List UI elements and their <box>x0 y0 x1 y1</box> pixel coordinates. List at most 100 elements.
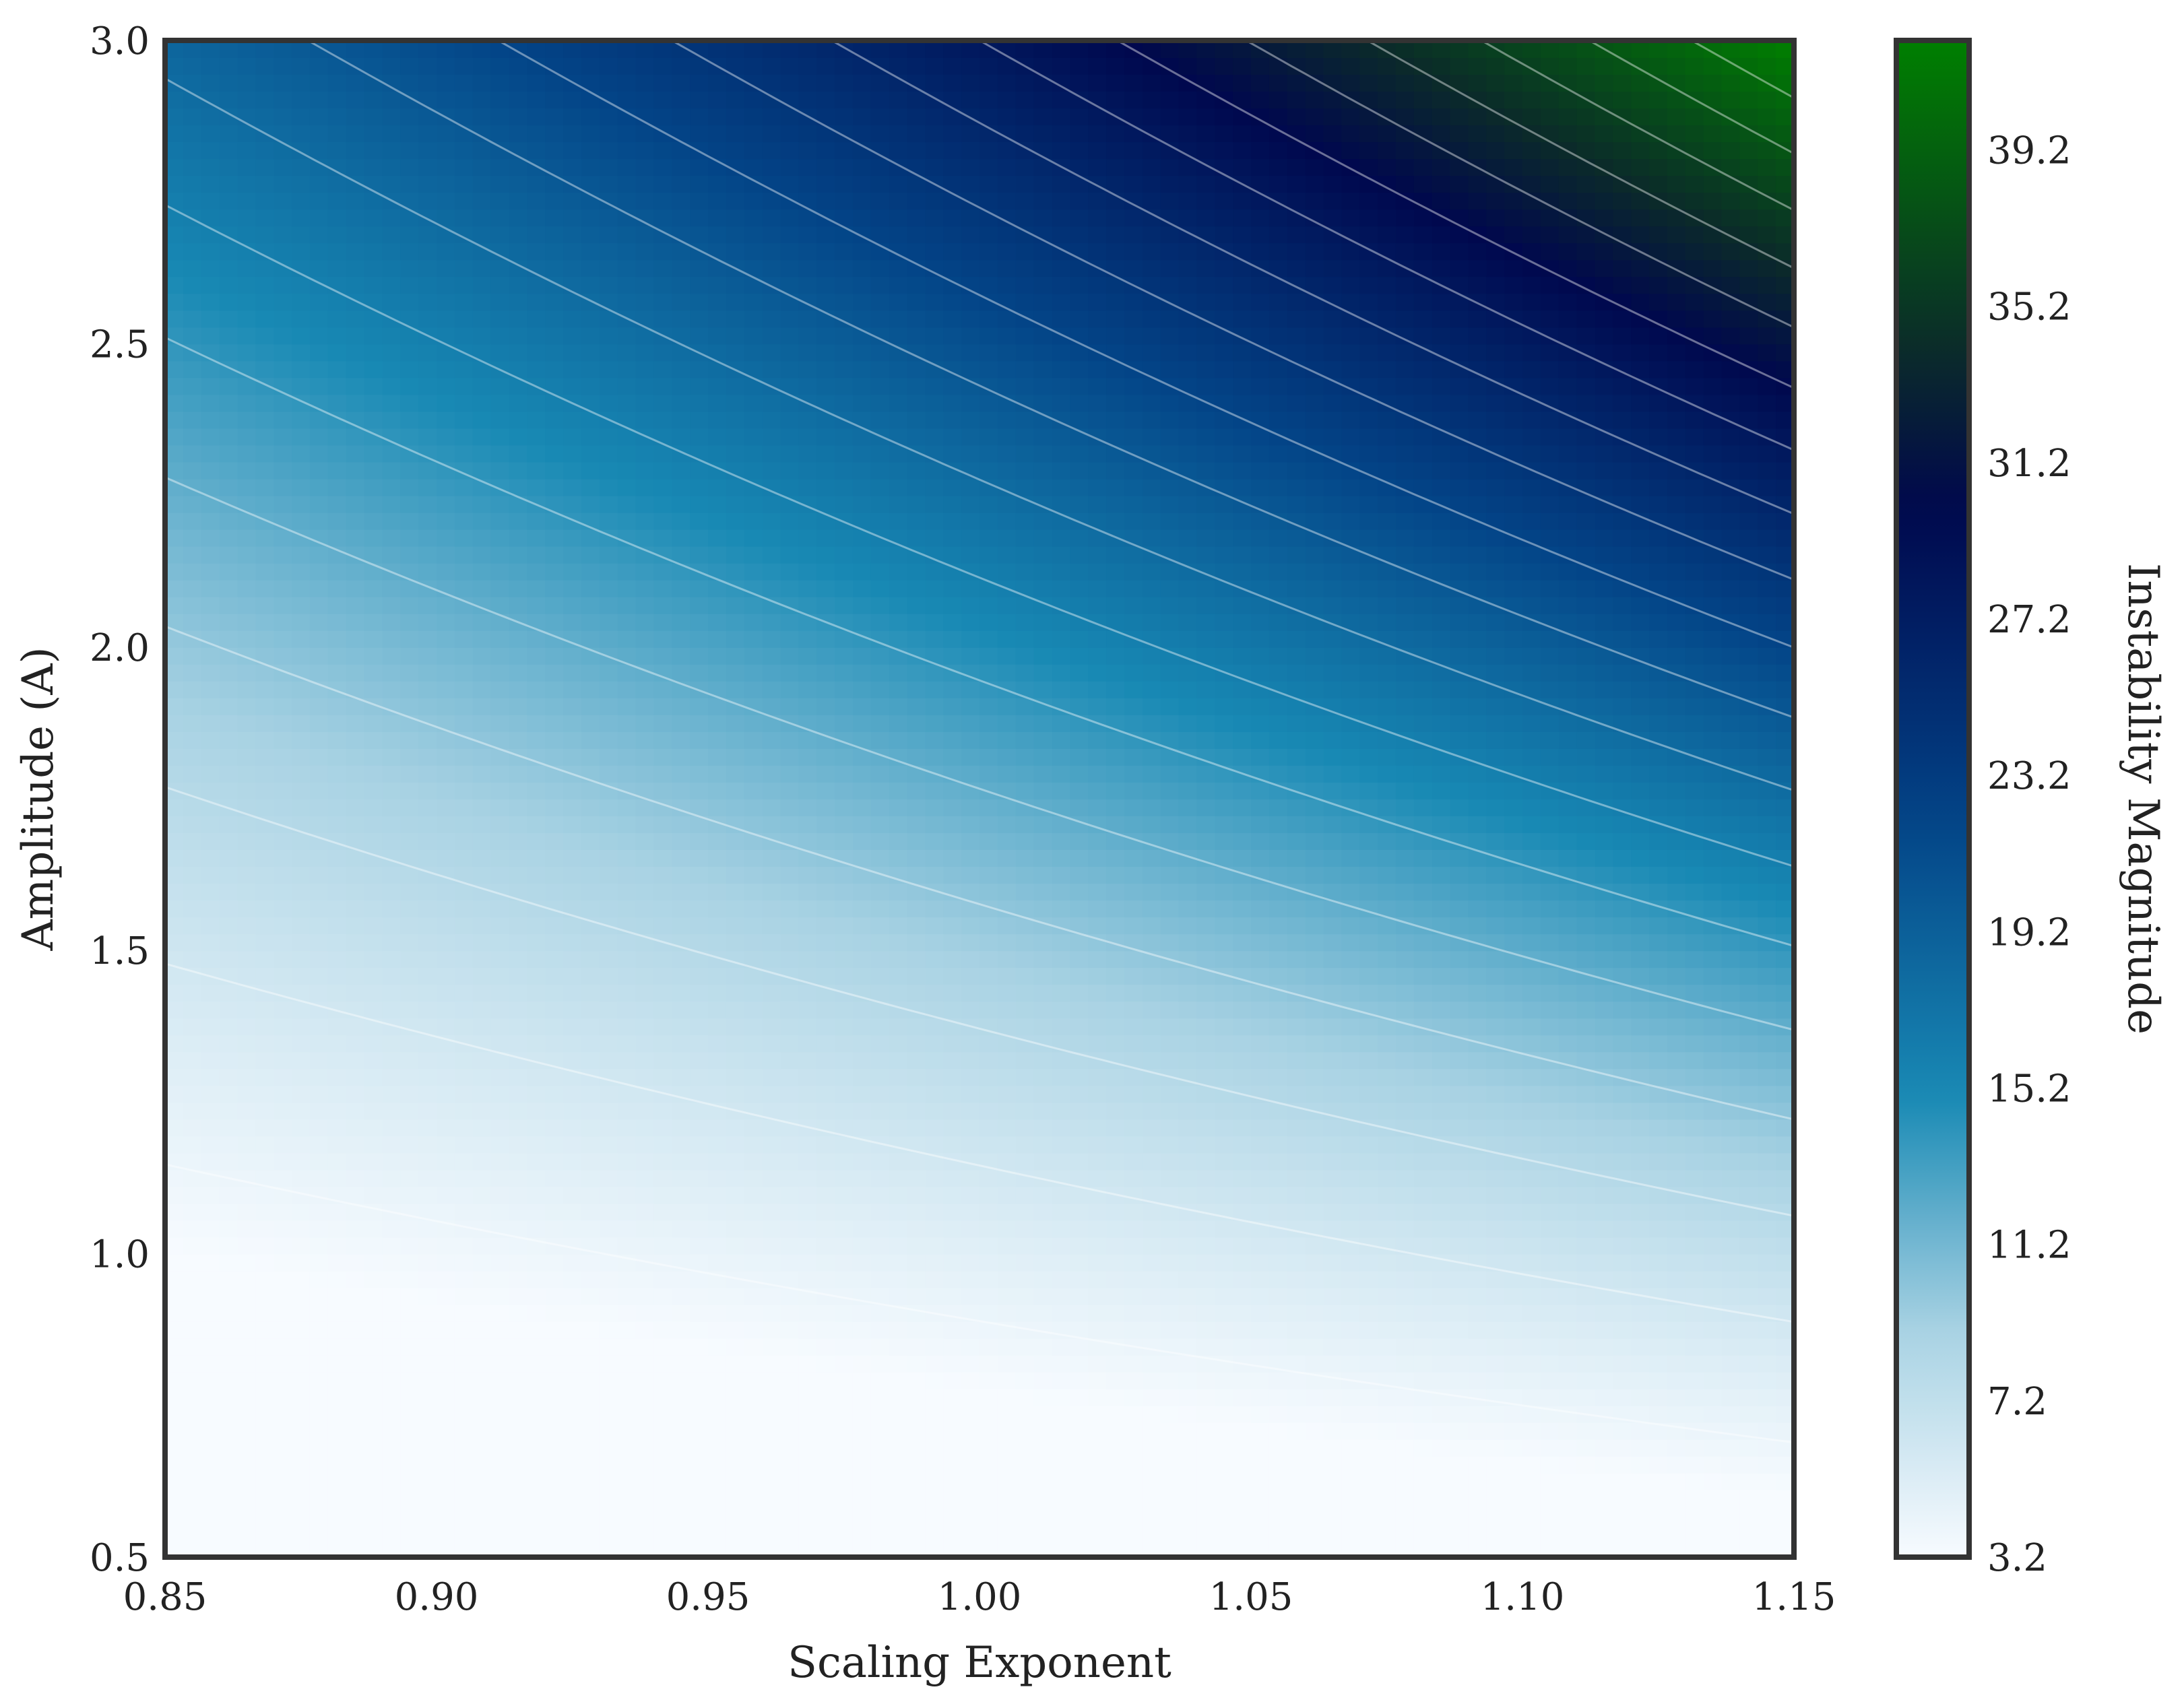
heatmap-cell <box>382 1186 402 1204</box>
heatmap-cell <box>835 108 854 126</box>
heatmap-cell <box>292 950 311 968</box>
heatmap-cell <box>762 108 781 126</box>
heatmap-cell <box>1015 1287 1035 1305</box>
heatmap-cell <box>201 697 220 715</box>
heatmap-cell <box>437 1489 455 1507</box>
heatmap-cell <box>672 394 691 412</box>
heatmap-cell <box>708 1405 727 1423</box>
heatmap-cell <box>979 562 998 581</box>
heatmap-cell <box>1088 883 1107 901</box>
heatmap-cell <box>490 1338 510 1356</box>
heatmap-cell <box>364 1439 383 1457</box>
heatmap-cell <box>708 883 727 901</box>
heatmap-cell <box>364 293 383 311</box>
heatmap-cell <box>581 1405 600 1423</box>
heatmap-cell <box>1106 883 1125 901</box>
heatmap-cell <box>237 1405 257 1423</box>
heatmap-cell <box>889 1354 908 1373</box>
heatmap-cell <box>762 883 781 901</box>
heatmap-cell <box>201 158 220 176</box>
heatmap-cell <box>617 1253 637 1272</box>
heatmap-cell <box>183 883 202 901</box>
heatmap-cell <box>346 1018 365 1036</box>
heatmap-cell <box>762 293 781 311</box>
heatmap-cell <box>292 1489 311 1507</box>
heatmap-cell <box>382 1136 402 1154</box>
heatmap-cell <box>563 663 582 682</box>
heatmap-cell <box>382 1354 402 1373</box>
heatmap-cell <box>581 141 600 160</box>
heatmap-cell <box>454 158 474 176</box>
heatmap-cell <box>1106 1455 1125 1474</box>
heatmap-cell <box>472 613 492 631</box>
heatmap-cell <box>437 360 455 379</box>
heatmap-cell <box>744 91 763 109</box>
heatmap-cell <box>762 158 781 176</box>
heatmap-cell <box>1124 141 1143 160</box>
heatmap-cell <box>581 731 600 749</box>
heatmap-cell <box>1160 984 1180 1002</box>
heatmap-cell <box>183 866 202 884</box>
heatmap-cell <box>617 242 637 261</box>
heatmap-cell <box>1052 175 1071 193</box>
heatmap-cell <box>454 917 474 935</box>
heatmap-cell <box>780 343 800 362</box>
heatmap-cell <box>961 1472 980 1490</box>
heatmap-cell <box>545 1203 565 1221</box>
heatmap-cell <box>563 276 582 294</box>
heatmap-cell <box>653 327 673 345</box>
heatmap-cell <box>1088 546 1107 564</box>
heatmap-cell <box>997 512 1017 530</box>
heatmap-cell <box>617 141 637 160</box>
heatmap-cell <box>274 967 293 985</box>
heatmap-cell <box>1015 647 1035 665</box>
heatmap-cell <box>744 1472 763 1490</box>
heatmap-cell <box>997 1034 1017 1053</box>
heatmap-cell <box>454 1085 474 1103</box>
heatmap-cell <box>889 276 908 294</box>
heatmap-cell <box>726 242 745 261</box>
heatmap-cell <box>925 1439 944 1457</box>
heatmap-cell <box>364 226 383 244</box>
heatmap-cell <box>744 461 763 480</box>
heatmap-cell <box>400 125 420 143</box>
heatmap-cell <box>1106 1321 1125 1339</box>
heatmap-cell <box>1106 984 1125 1002</box>
heatmap-cell <box>201 1523 220 1541</box>
heatmap-cell <box>437 394 455 412</box>
heatmap-cell <box>346 1068 365 1086</box>
heatmap-cell <box>183 327 202 345</box>
heatmap-cell <box>165 1523 184 1541</box>
heatmap-cell <box>509 1321 528 1339</box>
heatmap-cell <box>255 343 275 362</box>
heatmap-cell <box>744 1203 763 1221</box>
heatmap-cell <box>1124 1388 1143 1406</box>
heatmap-cell <box>744 562 763 581</box>
heatmap-cell <box>183 1220 202 1238</box>
heatmap-cell <box>835 495 854 513</box>
heatmap-cell <box>690 579 709 597</box>
heatmap-cell <box>852 546 872 564</box>
heatmap-cell <box>1015 1136 1035 1154</box>
heatmap-cell <box>744 57 763 75</box>
heatmap-cell <box>1015 461 1035 480</box>
heatmap-cell <box>780 529 800 547</box>
heatmap-cell <box>1052 799 1071 816</box>
heatmap-cell <box>798 495 818 513</box>
heatmap-cell <box>997 495 1017 513</box>
heatmap-cell <box>382 1405 402 1423</box>
heatmap-cell <box>852 343 872 362</box>
heatmap-cell <box>979 680 998 698</box>
heatmap-cell <box>599 714 618 732</box>
heatmap-cell <box>1052 562 1071 581</box>
heatmap-cell <box>274 1439 293 1457</box>
heatmap-cell <box>581 630 600 648</box>
heatmap-cell <box>346 1102 365 1120</box>
heatmap-cell <box>617 917 637 935</box>
heatmap-cell <box>635 57 655 75</box>
heatmap-cell <box>527 1371 546 1389</box>
heatmap-cell <box>979 1321 998 1339</box>
heatmap-cell <box>870 394 890 412</box>
heatmap-cell <box>165 411 184 429</box>
heatmap-cell <box>327 1388 347 1406</box>
